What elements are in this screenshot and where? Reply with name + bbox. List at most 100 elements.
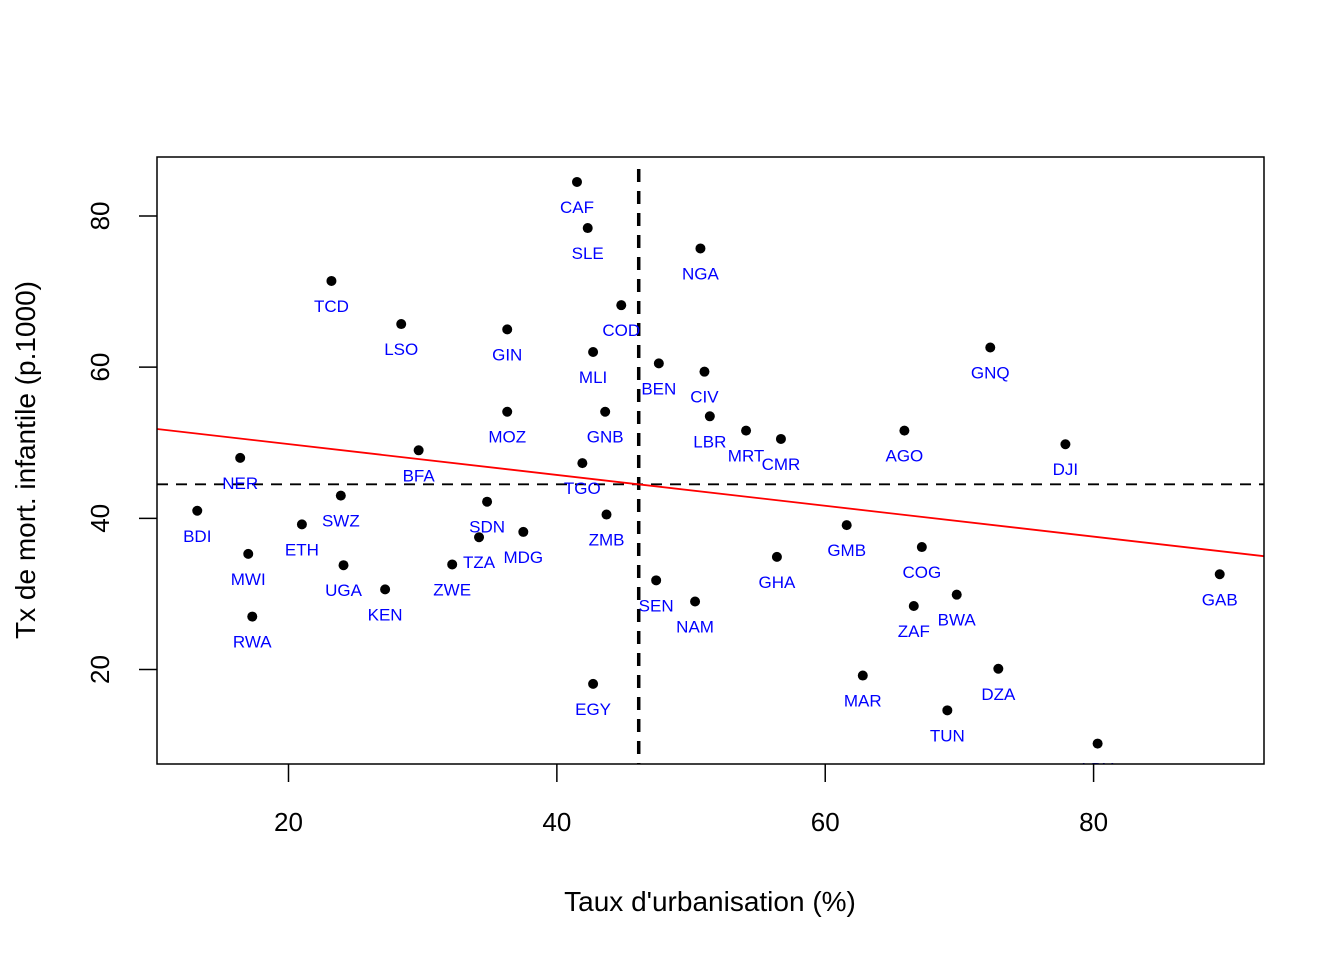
point-dza bbox=[993, 663, 1004, 674]
point-swz bbox=[335, 490, 346, 501]
x-tick-label: 60 bbox=[811, 807, 840, 837]
x-tick-label: 20 bbox=[274, 807, 303, 837]
point-label-lso: LSO bbox=[384, 340, 418, 359]
reference-lines bbox=[157, 169, 1264, 764]
point-label-sdn: SDN bbox=[469, 518, 505, 537]
point-eth bbox=[296, 519, 307, 530]
point-label-zwe: ZWE bbox=[433, 580, 471, 599]
x-tick-label: 40 bbox=[542, 807, 571, 837]
point-label-sen: SEN bbox=[639, 596, 674, 615]
point-label-ner: NER bbox=[222, 474, 258, 493]
x-tick-label: 80 bbox=[1079, 807, 1108, 837]
point-label-cmr: CMR bbox=[762, 455, 801, 474]
point-ben bbox=[653, 358, 664, 369]
point-ken bbox=[380, 584, 391, 595]
point-label-moz: MOZ bbox=[488, 428, 526, 447]
point-label-gnq: GNQ bbox=[971, 363, 1010, 382]
point-nam bbox=[690, 596, 701, 607]
point-mli bbox=[588, 347, 599, 358]
point-label-dza: DZA bbox=[981, 685, 1016, 704]
y-axis-title: Tx de mort. infantile (p.1000) bbox=[10, 281, 41, 639]
point-label-mwi: MWI bbox=[231, 570, 266, 589]
point-label-zmb: ZMB bbox=[589, 531, 625, 550]
x-axis-title: Taux d'urbanisation (%) bbox=[564, 886, 856, 917]
point-label-tza: TZA bbox=[463, 553, 496, 572]
point-lso bbox=[396, 319, 407, 330]
point-label-bfa: BFA bbox=[403, 466, 436, 485]
point-label-mli: MLI bbox=[579, 368, 607, 387]
point-sdn bbox=[482, 496, 493, 507]
point-label-cog: COG bbox=[902, 563, 941, 582]
point-label-ben: BEN bbox=[641, 379, 676, 398]
point-label-gnb: GNB bbox=[587, 428, 624, 447]
point-civ bbox=[699, 366, 710, 377]
point-label-rwa: RWA bbox=[233, 633, 272, 652]
y-tick-label: 60 bbox=[85, 353, 115, 382]
point-label-gin: GIN bbox=[492, 345, 522, 364]
point-label-sle: SLE bbox=[572, 244, 604, 263]
point-cog bbox=[916, 542, 927, 553]
point-label-uga: UGA bbox=[325, 581, 363, 600]
point-tun bbox=[942, 705, 953, 716]
point-zwe bbox=[447, 559, 458, 570]
point-label-lby: LBY bbox=[1082, 760, 1114, 779]
point-label-zaf: ZAF bbox=[898, 622, 930, 641]
point-label-egy: EGY bbox=[575, 700, 611, 719]
point-label-nam: NAM bbox=[676, 617, 714, 636]
point-gin bbox=[502, 324, 513, 335]
point-zmb bbox=[601, 509, 612, 520]
point-gmb bbox=[841, 520, 852, 531]
point-sle bbox=[582, 223, 593, 234]
point-ago bbox=[899, 425, 910, 436]
point-lbr bbox=[704, 411, 715, 422]
point-bwa bbox=[951, 589, 962, 600]
point-label-cod: COD bbox=[602, 321, 640, 340]
point-dji bbox=[1060, 439, 1071, 450]
point-lby bbox=[1092, 738, 1103, 749]
point-gnb bbox=[600, 406, 611, 417]
point-ner bbox=[235, 452, 246, 463]
x-axis: 20 40 60 80 bbox=[274, 764, 1108, 837]
point-label-tgo: TGO bbox=[564, 479, 601, 498]
point-label-gmb: GMB bbox=[827, 541, 866, 560]
point-label-bdi: BDI bbox=[183, 527, 211, 546]
point-label-swz: SWZ bbox=[322, 512, 360, 531]
point-moz bbox=[502, 406, 513, 417]
point-label-ken: KEN bbox=[368, 605, 403, 624]
point-gha bbox=[771, 551, 782, 562]
point-label-caf: CAF bbox=[560, 198, 594, 217]
point-cmr bbox=[775, 433, 786, 444]
point-rwa bbox=[247, 611, 258, 622]
point-egy bbox=[588, 678, 599, 689]
point-gab bbox=[1214, 569, 1225, 580]
point-mwi bbox=[243, 548, 254, 559]
y-tick-label: 80 bbox=[85, 202, 115, 231]
point-label-eth: ETH bbox=[285, 540, 319, 559]
point-label-tcd: TCD bbox=[314, 297, 349, 316]
point-zaf bbox=[908, 601, 919, 612]
point-label-lbr: LBR bbox=[693, 432, 726, 451]
point-label-gab: GAB bbox=[1202, 590, 1238, 609]
regression-line-group bbox=[157, 428, 1264, 558]
data-points bbox=[192, 176, 1225, 749]
point-label-civ: CIV bbox=[690, 388, 719, 407]
plot-frame bbox=[156, 156, 1265, 765]
point-bfa bbox=[413, 445, 424, 456]
point-gnq bbox=[985, 342, 996, 353]
point-tgo bbox=[577, 458, 588, 469]
regression-line bbox=[157, 428, 1264, 558]
point-label-gha: GHA bbox=[758, 573, 796, 592]
point-bdi bbox=[192, 505, 203, 516]
point-uga bbox=[338, 560, 349, 571]
point-mrt bbox=[741, 425, 752, 436]
point-labels: CAF SLE NGA TCD COD LSO GIN GNQ MLI BEN CIV MOZ GNB L… bbox=[183, 198, 1238, 779]
point-mar bbox=[857, 670, 868, 681]
point-tza bbox=[474, 532, 485, 543]
point-label-mar: MAR bbox=[844, 692, 882, 711]
point-label-ago: AGO bbox=[885, 447, 923, 466]
point-cod bbox=[616, 300, 627, 311]
point-nga bbox=[695, 243, 706, 254]
point-label-dji: DJI bbox=[1053, 460, 1079, 479]
point-label-bwa: BWA bbox=[938, 611, 977, 630]
